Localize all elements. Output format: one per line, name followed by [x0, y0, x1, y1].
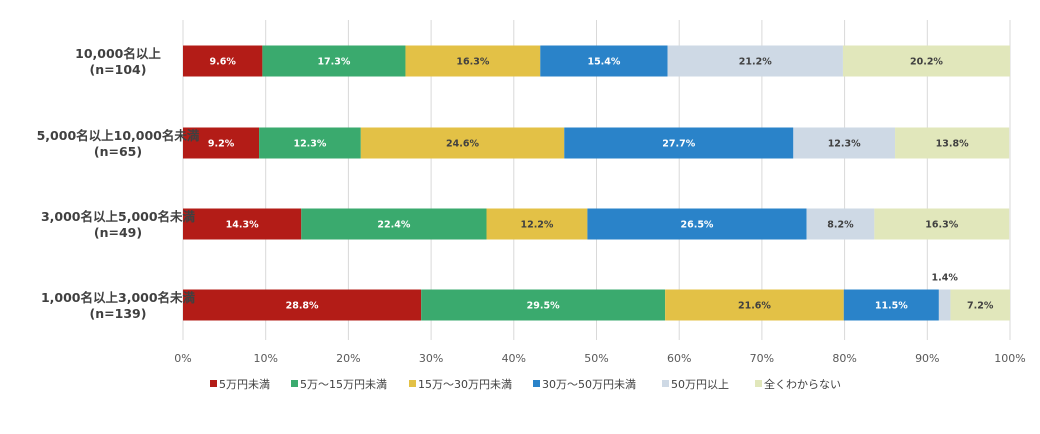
x-tick-label: 40% [502, 352, 526, 365]
legend-swatch [291, 380, 298, 387]
bar-segment [183, 208, 302, 240]
bar-segment [183, 45, 263, 77]
x-tick-label: 100% [994, 352, 1025, 365]
data-label: 8.2% [827, 220, 854, 231]
x-tick-label: 60% [667, 352, 691, 365]
bar-segment [950, 289, 1010, 321]
bar-segment [793, 127, 896, 159]
data-label: 12.3% [828, 139, 861, 150]
data-label: 17.3% [317, 57, 350, 68]
legend-label: 5万～15万円未満 [300, 378, 387, 391]
data-label: 20.2% [910, 57, 943, 68]
bar-segment [587, 208, 807, 240]
bar-segment [486, 208, 588, 240]
data-label: 7.2% [967, 301, 994, 312]
bar-segment [564, 127, 794, 159]
x-axis-ticks: 0% 10% 20% 30% 40% 50% 60% 70% 80% 90% 100% [174, 352, 1025, 365]
x-tick-label: 10% [253, 352, 277, 365]
legend-label: 5万円未満 [219, 378, 270, 391]
data-label: 28.8% [286, 301, 319, 312]
data-label: 24.6% [446, 139, 479, 150]
category-labels: 10,000名以上(n=104) 5,000名以上10,000名未満(n=65) 3… [37, 46, 200, 321]
data-label: 14.3% [226, 220, 259, 231]
bar-segment [665, 289, 844, 321]
data-label: 1.4% [931, 273, 958, 284]
data-label: 12.2% [520, 220, 553, 231]
legend-label: 30万～50万円未満 [542, 378, 636, 391]
data-label: 21.2% [739, 57, 772, 68]
bar-segment [842, 45, 1010, 77]
legend-swatch [662, 380, 669, 387]
legend-swatch [533, 380, 540, 387]
data-label: 29.5% [527, 301, 560, 312]
data-label: 16.3% [456, 57, 489, 68]
data-label: 26.5% [680, 220, 713, 231]
legend-label: 全くわからない [764, 377, 841, 391]
bar-segment [843, 289, 939, 321]
data-label: 12.3% [293, 139, 326, 150]
bar-segment [667, 45, 843, 77]
legend-swatch [755, 380, 762, 387]
bar-segment [540, 45, 668, 77]
category-label: 1,000名以上3,000名未満(n=139) [41, 290, 196, 321]
bar-segment [938, 289, 951, 321]
data-label: 22.4% [377, 220, 410, 231]
x-tick-label: 0% [174, 352, 191, 365]
bar-segment [262, 45, 406, 77]
x-tick-label: 50% [584, 352, 608, 365]
data-label: 13.8% [936, 139, 969, 150]
bar-segment [259, 127, 361, 159]
bar-segment [183, 289, 422, 321]
category-label: 5,000名以上10,000名未満(n=65) [37, 128, 200, 159]
bar-segment [405, 45, 541, 77]
legend-label: 50万円以上 [671, 378, 729, 391]
bar-segment [421, 289, 666, 321]
category-label: 10,000名以上(n=104) [75, 46, 161, 77]
legend-label: 15万～30万円未満 [418, 378, 512, 391]
x-tick-label: 20% [336, 352, 360, 365]
data-label: 9.6% [210, 57, 237, 68]
bar-segment [301, 208, 487, 240]
bar-segment [874, 208, 1010, 240]
legend-swatch [210, 380, 217, 387]
data-label: 9.2% [208, 139, 235, 150]
data-label: 11.5% [875, 301, 908, 312]
data-label: 27.7% [662, 139, 695, 150]
legend: 5万円未満 5万～15万円未満 15万～30万円未満 30万～50万円未満 50万円以上… [210, 377, 841, 391]
x-tick-label: 70% [750, 352, 774, 365]
data-label: 15.4% [587, 57, 620, 68]
data-label: 21.6% [738, 301, 771, 312]
legend-swatch [409, 380, 416, 387]
bar-segment [806, 208, 875, 240]
bar-segment [360, 127, 565, 159]
x-tick-label: 30% [419, 352, 443, 365]
x-tick-label: 90% [915, 352, 939, 365]
bars: 9.6% 17.3% 16.3% 15.4% 21.2% 20.2% 9.2% 12.3% 24… [183, 45, 1010, 321]
bar-segment [895, 127, 1010, 159]
data-label: 16.3% [925, 220, 958, 231]
bar-segment [183, 127, 260, 159]
x-tick-label: 80% [832, 352, 856, 365]
category-label: 3,000名以上5,000名未満(n=49) [41, 209, 196, 240]
